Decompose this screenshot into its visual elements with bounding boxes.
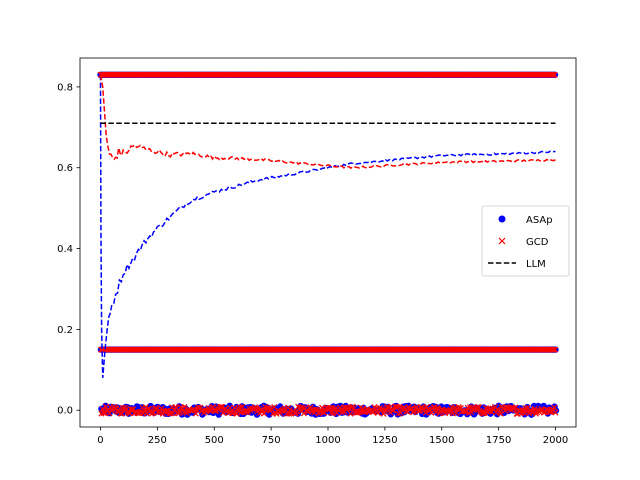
gcd-point (283, 410, 290, 417)
gcd-point (176, 409, 183, 416)
legend-marker-circle (498, 215, 506, 223)
gcd-point (552, 409, 559, 416)
gcd-point (226, 404, 233, 411)
gcd-point (297, 404, 304, 411)
gcd-point (163, 408, 170, 415)
gcd-point (394, 404, 401, 411)
asap-running-mean-line (99, 74, 556, 378)
gcd-point (230, 409, 237, 416)
gcd-point (347, 410, 354, 417)
gcd-point (497, 410, 504, 417)
gcd-point (100, 409, 107, 417)
gcd-point (551, 71, 558, 78)
gcd-point (552, 346, 559, 353)
legend-box (481, 205, 570, 277)
gcd-point (531, 405, 538, 412)
gcd-point (476, 404, 483, 411)
x-tick-label: 0 (97, 435, 103, 446)
gcd-point (466, 404, 473, 411)
gcd-point (191, 406, 198, 413)
x-tick-label: 1500 (429, 435, 454, 446)
gcd-point (550, 346, 557, 353)
gcd-point (416, 407, 423, 414)
y-tick-label: 0.8 (57, 82, 73, 93)
plot-area (97, 71, 560, 418)
gcd-point (435, 405, 442, 412)
legend-marker-x (498, 237, 506, 245)
x-tick-label: 500 (205, 435, 224, 446)
gcd-point (253, 405, 260, 412)
legend-label: ASAp (526, 215, 553, 226)
legend-label: LLM (526, 259, 546, 270)
gcd-point (550, 71, 557, 78)
gcd-point (430, 404, 437, 411)
gcd-point (551, 404, 558, 411)
x-tick-label: 1250 (372, 435, 397, 446)
gcd-point (327, 404, 334, 411)
gcd-point (170, 410, 177, 417)
gcd-point (353, 409, 360, 416)
legend: ASAp GCD LLM (481, 205, 570, 277)
x-tick-label: 1000 (315, 435, 340, 446)
gcd-running-mean-line (99, 74, 556, 170)
gcd-point (549, 71, 556, 78)
y-tick-label: 0.0 (57, 406, 73, 417)
x-tick-label: 250 (148, 435, 167, 446)
gcd-point (340, 404, 347, 411)
axes: 0 250 500 750 1000 1250 1500 1750 2000 0.0 0.2 0.4 0… (57, 57, 577, 446)
gcd-point (350, 405, 357, 412)
gcd-point (365, 407, 372, 414)
gcd-point (220, 409, 227, 416)
y-tick-label: 0.6 (57, 163, 73, 174)
y-tick-label: 0.2 (57, 325, 73, 336)
x-tick-label: 2000 (543, 435, 568, 446)
x-tick-label: 1750 (486, 435, 511, 446)
legend-label: GCD (526, 237, 549, 248)
gcd-point (549, 346, 556, 353)
gcd-point (286, 410, 293, 417)
x-tick-label: 750 (262, 435, 281, 446)
gcd-point (181, 403, 188, 410)
y-tick-label: 0.4 (57, 244, 73, 255)
gcd-point (261, 410, 268, 417)
gcd-point (422, 409, 429, 416)
